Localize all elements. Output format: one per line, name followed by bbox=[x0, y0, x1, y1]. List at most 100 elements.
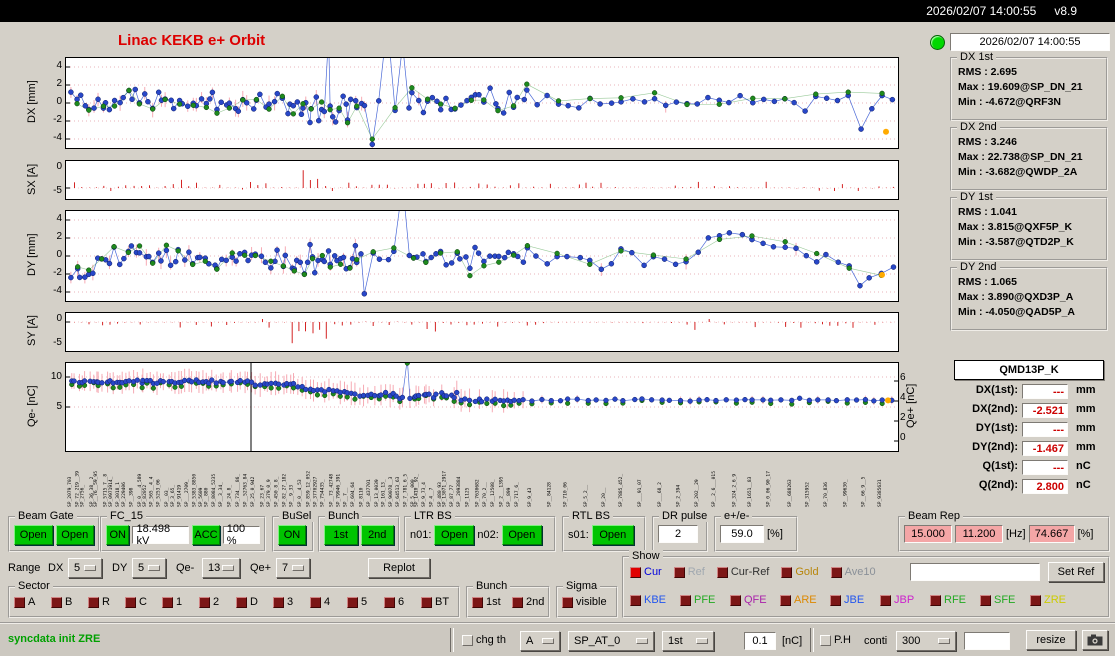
bunch-2nd-checkbox[interactable]: 2nd bbox=[512, 596, 546, 608]
fc15-group: FC_15 ON 18.498 kV ACC 100 % bbox=[100, 510, 266, 552]
sector-3-checkbox[interactable]: 3 bbox=[273, 596, 306, 608]
sector-1-checkbox[interactable]: 1 bbox=[162, 596, 195, 608]
beam-rep-pct-unit: [%] bbox=[1077, 528, 1094, 540]
show-qfe-checkbox[interactable]: QFE bbox=[730, 594, 776, 606]
ltr-n02-open-button[interactable]: Open bbox=[501, 525, 542, 545]
busel-on-button[interactable]: ON bbox=[278, 525, 306, 545]
sector-6-checkbox[interactable]: 6 bbox=[384, 596, 417, 608]
ltr-n01-open-button[interactable]: Open bbox=[434, 525, 475, 545]
sp-at-select[interactable]: SP_AT_0 bbox=[568, 631, 654, 651]
range-dy-select[interactable]: 5 bbox=[132, 558, 166, 578]
svg-text:SP_8084_5235: SP_8084_5235 bbox=[211, 474, 217, 507]
show-sfe-checkbox-label: SFE bbox=[994, 594, 1016, 606]
count-input[interactable] bbox=[964, 632, 1010, 650]
sector-a-checkbox[interactable]: A bbox=[14, 596, 47, 608]
show-jbp-checkbox-label: JBP bbox=[894, 594, 915, 606]
rtl-s01-open-button[interactable]: Open bbox=[591, 525, 634, 545]
fc15-kv-field[interactable]: 18.498 kV bbox=[132, 523, 190, 547]
set-ref-button[interactable]: Set Ref bbox=[1048, 562, 1104, 582]
show-cur-checkbox[interactable]: Cur bbox=[630, 566, 662, 578]
range-dx-label: DX bbox=[48, 562, 64, 574]
svg-text:SP_565__4_4: SP_565__4_4 bbox=[148, 476, 154, 507]
bunch-2nd-button[interactable]: 2nd bbox=[360, 525, 394, 545]
svg-text:SP__12508_: SP__12508_ bbox=[490, 479, 496, 507]
show-sfe-checkbox[interactable]: SFE bbox=[980, 594, 1026, 606]
svg-text:SP_754435_: SP_754435_ bbox=[320, 479, 326, 507]
ph-checkbox-box bbox=[820, 634, 831, 646]
range-dy-value: 5 bbox=[138, 562, 145, 574]
fc15-acc-button[interactable]: ACC bbox=[192, 525, 220, 545]
sector-b-checkbox[interactable]: B bbox=[51, 596, 84, 608]
show-ref-input[interactable] bbox=[910, 563, 1040, 581]
show-are-checkbox[interactable]: ARE bbox=[780, 594, 826, 606]
interval-select[interactable]: 300 bbox=[896, 631, 956, 651]
sector-c-checkbox[interactable]: C bbox=[125, 596, 158, 608]
sector-5-checkbox[interactable]: 5 bbox=[347, 596, 380, 608]
monitor-row-value: -1.467 bbox=[1022, 441, 1068, 456]
show-cur-ref-checkbox[interactable]: Cur-Ref bbox=[716, 566, 769, 578]
svg-text:SP___91_07: SP___91_07 bbox=[637, 479, 643, 507]
qep-tick-label: 6 bbox=[900, 372, 906, 383]
range-qep-select[interactable]: 7 bbox=[276, 558, 310, 578]
beam-gate-open-1-button[interactable]: Open bbox=[14, 525, 53, 545]
monitor-device-name[interactable]: QMD13P_K bbox=[954, 360, 1104, 380]
monitor-row-label: DY(2nd): bbox=[972, 441, 1018, 453]
ratio-unit: [%] bbox=[767, 528, 783, 540]
sector-a-checkbox-box bbox=[14, 596, 25, 608]
show-ref-checkbox[interactable]: Ref bbox=[673, 566, 705, 578]
dx-tick-label: 4 bbox=[56, 60, 62, 71]
beam-rep-group: Beam Rep 15.000 11.200 [Hz] 74.667 [%] bbox=[898, 510, 1110, 552]
show-pfe-checkbox[interactable]: PFE bbox=[680, 594, 726, 606]
svg-text:SP_7630682: SP_7630682 bbox=[474, 479, 480, 507]
stat-group-dy-1st: DY 1st RMS : 1.041 Max : 3.815@QXF5P_K Min … bbox=[950, 191, 1108, 261]
beam-gate-open-2-button[interactable]: Open bbox=[55, 525, 94, 545]
dr-pulse-title: DR pulse bbox=[659, 510, 711, 522]
busel-title: BuSel bbox=[279, 510, 315, 522]
svg-text:SP___68_2: SP___68_2 bbox=[657, 482, 663, 507]
ph-checkbox[interactable]: P.H bbox=[820, 634, 851, 646]
bunch-select-value: 1st bbox=[668, 635, 683, 647]
page-title: Linac KEKB e+ Orbit bbox=[118, 32, 266, 49]
svg-text:SP_2079_703: SP_2079_703 bbox=[67, 476, 73, 507]
sector-4-checkbox[interactable]: 4 bbox=[310, 596, 343, 608]
fc15-percent-field[interactable]: 100 % bbox=[222, 523, 260, 547]
stat-group-title: DY 2nd bbox=[957, 261, 1000, 273]
show-jbp-checkbox[interactable]: JBP bbox=[880, 594, 926, 606]
ratio-field[interactable]: 59.0 bbox=[720, 525, 764, 543]
mode-a-select[interactable]: A bbox=[520, 631, 560, 651]
range-dx-select[interactable]: 5 bbox=[68, 558, 102, 578]
dr-pulse-field[interactable]: 2 bbox=[658, 525, 698, 543]
fc15-on-button[interactable]: ON bbox=[106, 525, 130, 545]
sector-c-checkbox-box bbox=[125, 596, 136, 608]
monitor-row-value: --- bbox=[1022, 460, 1068, 475]
range-qem-select[interactable]: 13 bbox=[202, 558, 240, 578]
svg-text:SP_1651__83: SP_1651__83 bbox=[747, 476, 753, 507]
chg-th-checkbox[interactable]: chg th bbox=[462, 634, 506, 646]
snapshot-button[interactable] bbox=[1082, 630, 1108, 650]
svg-text:SP__99630_: SP__99630_ bbox=[842, 479, 848, 507]
show-rfe-checkbox[interactable]: RFE bbox=[930, 594, 976, 606]
svg-text:SP__76__59_95: SP__76__59_95 bbox=[93, 471, 99, 507]
show-kbe-checkbox[interactable]: KBE bbox=[630, 594, 676, 606]
threshold-input[interactable]: 0.1 bbox=[744, 632, 776, 650]
bunch-select[interactable]: 1st bbox=[662, 631, 714, 651]
replot-button[interactable]: Replot bbox=[368, 558, 430, 578]
interval-value: 300 bbox=[902, 635, 921, 647]
show-zre-checkbox[interactable]: ZRE bbox=[1030, 594, 1076, 606]
sector-d-checkbox[interactable]: D bbox=[236, 596, 269, 608]
bunch-1st-checkbox[interactable]: 1st bbox=[472, 596, 506, 608]
sector-r-checkbox[interactable]: R bbox=[88, 596, 121, 608]
sigma-visible-checkbox[interactable]: visible bbox=[562, 596, 607, 608]
show-ave10-checkbox[interactable]: Ave10 bbox=[830, 566, 876, 578]
show-jbe-checkbox[interactable]: JBE bbox=[830, 594, 876, 606]
stat-line: RMS : 1.041 bbox=[958, 206, 1017, 218]
bunch-1st-button[interactable]: 1st bbox=[324, 525, 358, 545]
resize-button[interactable]: resize bbox=[1026, 630, 1076, 650]
sector-2-checkbox[interactable]: 2 bbox=[199, 596, 232, 608]
option-menu-icon bbox=[292, 565, 304, 571]
svg-text:SP_480_93: SP_480_93 bbox=[437, 482, 443, 507]
svg-text:SP_70_2__: SP_70_2__ bbox=[482, 482, 488, 507]
rtl-bs-title: RTL BS bbox=[569, 510, 613, 522]
show-gold-checkbox[interactable]: Gold bbox=[781, 566, 819, 578]
sector-bt-checkbox[interactable]: BT bbox=[421, 596, 454, 608]
